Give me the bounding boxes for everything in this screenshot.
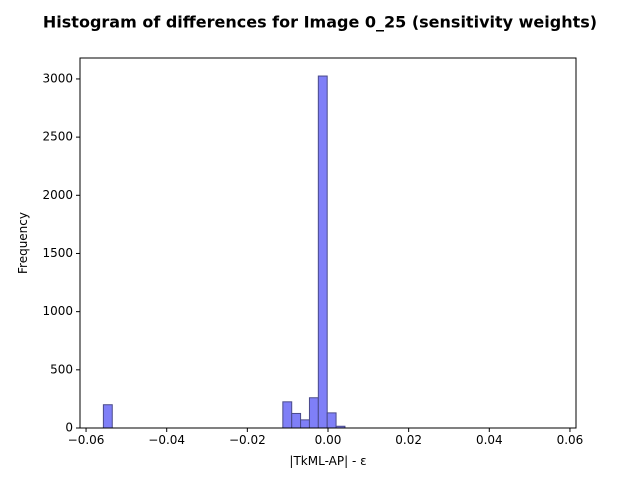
x-tick-label: −0.04 [148, 433, 185, 447]
x-tick-label: 0.00 [315, 433, 342, 447]
y-tick-label: 1000 [42, 304, 73, 318]
x-tick-label: 0.06 [557, 433, 584, 447]
histogram-bar-6 [326, 412, 337, 429]
histogram-bar-0 [102, 404, 113, 429]
y-tick-label: 500 [50, 362, 73, 376]
histogram-bar-1 [282, 401, 293, 429]
x-tick-label: 0.02 [395, 433, 422, 447]
x-tick-label: −0.02 [229, 433, 266, 447]
x-tick-label: 0.04 [476, 433, 503, 447]
x-tick-label: −0.06 [68, 433, 105, 447]
y-axis-ticks: 0 500 1000 1500 2000 2500 3000 [42, 71, 80, 435]
plot-frame [79, 57, 577, 429]
x-axis-label: |TkML-AP| - ε [289, 454, 366, 468]
y-axis-label: Frequency [16, 212, 30, 274]
x-axis-ticks: −0.06 −0.04 −0.02 0.00 0.02 0.04 0.06 [68, 428, 584, 447]
y-tick-label: 1500 [42, 246, 73, 260]
histogram-bar-4 [308, 397, 319, 429]
histogram-bar-5 [317, 75, 328, 429]
histogram-bar-2 [291, 412, 302, 429]
y-tick-label: 2000 [42, 188, 73, 202]
y-tick-label: 0 [65, 421, 73, 435]
chart-title: Histogram of differences for Image 0_25 … [43, 13, 597, 32]
histogram-bar-3 [300, 419, 310, 429]
y-tick-label: 3000 [42, 71, 73, 85]
y-tick-label: 2500 [42, 130, 73, 144]
histogram-bars [102, 75, 346, 429]
